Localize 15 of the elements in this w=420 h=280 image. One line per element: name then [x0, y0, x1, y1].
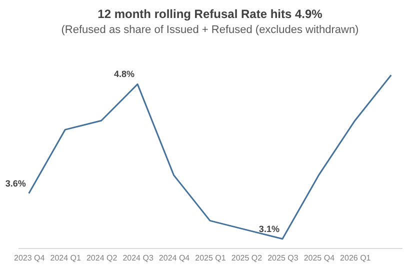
- data-label: 3.1%: [258, 224, 280, 234]
- x-tick-label: 2025 Q2: [231, 254, 263, 262]
- x-tick-label: 2025 Q3: [268, 254, 299, 262]
- x-tick-label: 2024 Q3: [122, 254, 154, 262]
- chart-subtitle: (Refused as share of Issued + Refused (excludes withdrawn): [61, 24, 359, 36]
- x-tick-label: 2023 Q4: [14, 254, 46, 262]
- x-tick-label: 2024 Q4: [158, 254, 190, 262]
- data-label: 4.8%: [114, 69, 135, 80]
- x-tick-label: 2025 Q4: [304, 254, 336, 262]
- x-tick-label: 2024 Q2: [86, 254, 118, 262]
- x-tick-label: 2025 Q1: [195, 254, 226, 262]
- x-tick-label: 2026 Q1: [340, 254, 372, 262]
- chart-title: 12 month rolling Refusal Rate hits 4.9%: [98, 7, 323, 21]
- data-label: 3.6%: [5, 178, 26, 188]
- x-tick-label: 2024 Q1: [50, 254, 82, 262]
